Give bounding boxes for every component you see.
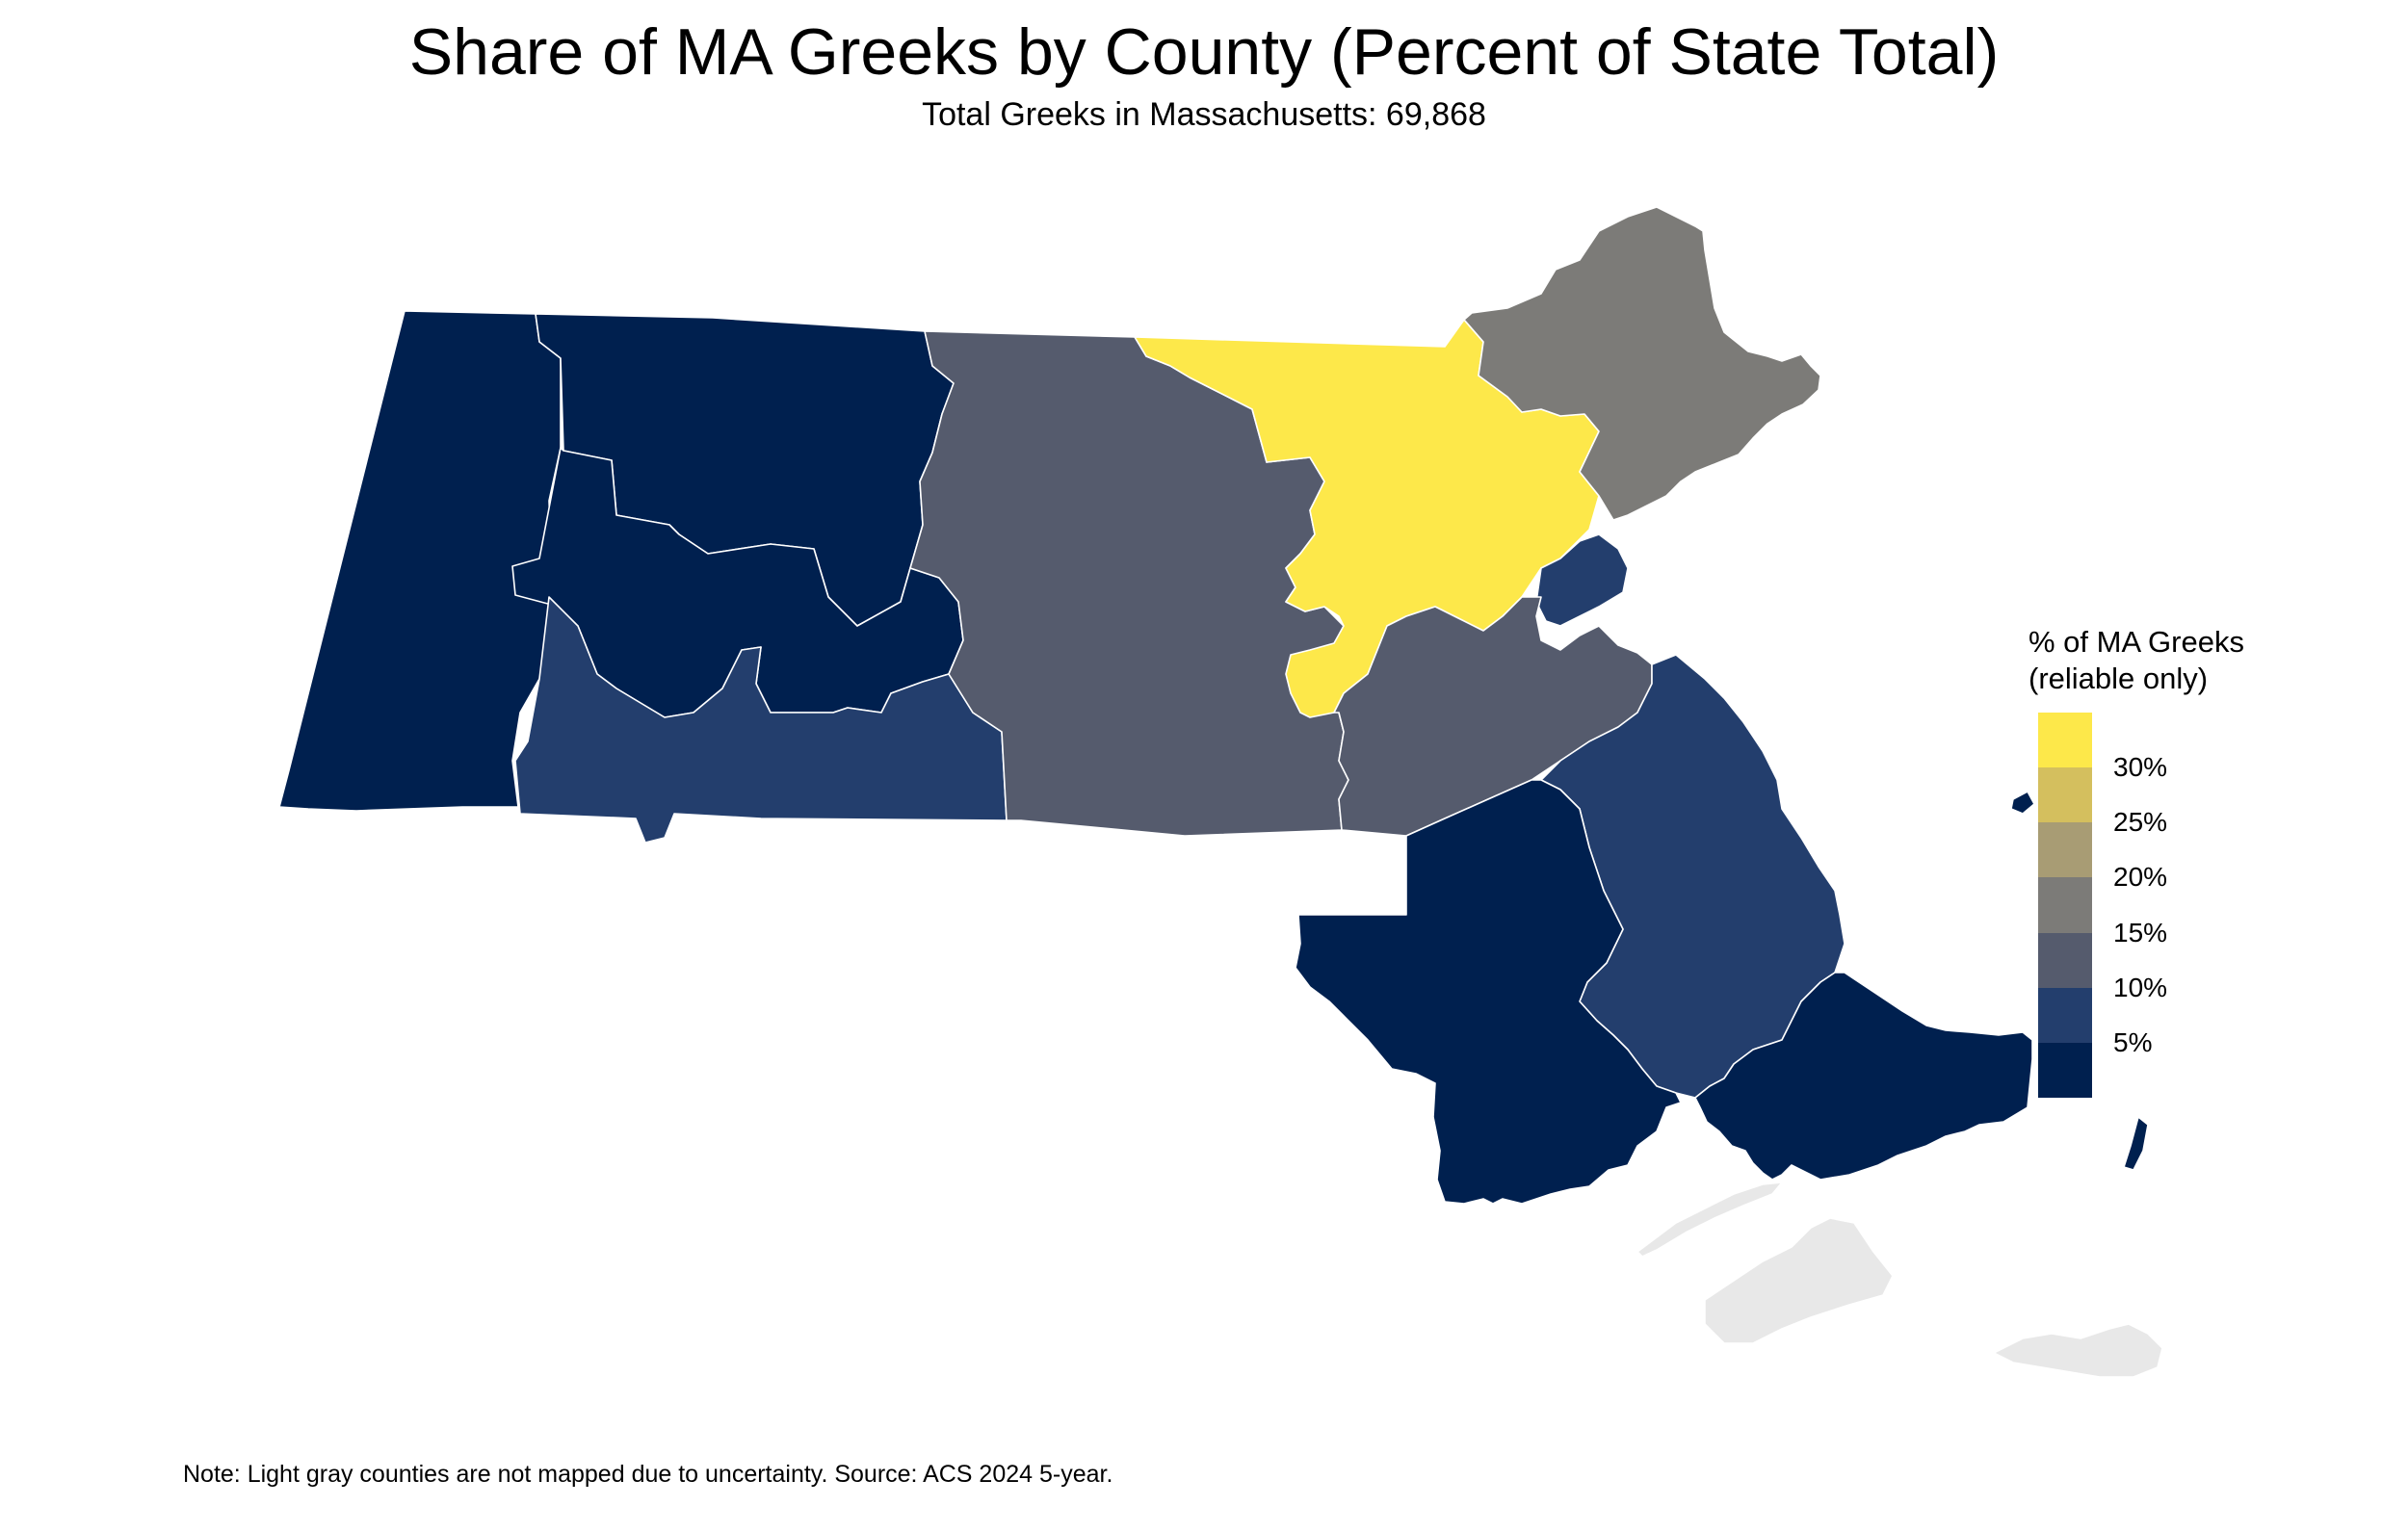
legend-title: % of MA Greeks (reliable only) (2028, 624, 2244, 697)
county-barnstable-outer-cape (2010, 791, 2035, 815)
legend-swatch (2038, 822, 2092, 878)
legend-swatch (2038, 1042, 2092, 1098)
county-dukes-elizabeth-islands (1636, 1181, 1783, 1258)
county-barnstable (1694, 972, 2033, 1181)
legend-swatch (2038, 877, 2092, 933)
county-essex (1463, 206, 1821, 521)
map-subtitle: Total Greeks in Massachusetts: 69,868 (922, 96, 1486, 133)
legend-tick-mark (2092, 1041, 2106, 1044)
legend-title-line1: % of MA Greeks (2028, 625, 2244, 659)
legend-swatch (2038, 932, 2092, 988)
county-hampden (514, 596, 1008, 844)
county-dukes (1704, 1217, 1894, 1344)
legend-colorbar (2038, 713, 2092, 1098)
legend-tick-label: 25% (2113, 807, 2168, 838)
source-note: Note: Light gray counties are not mapped… (183, 1461, 1113, 1488)
legend-tick-label: 10% (2113, 972, 2168, 1002)
legend-tick-label: 15% (2113, 917, 2168, 948)
county-barnstable-monomoy (2123, 1116, 2149, 1171)
map-title: Share of MA Greeks by County (Percent of… (408, 15, 2000, 89)
county-bristol (1295, 779, 1682, 1205)
legend-tick-mark (2092, 766, 2106, 769)
legend-tick-mark (2092, 821, 2106, 824)
legend-tick-mark (2092, 876, 2106, 879)
county-suffolk (1535, 533, 1629, 627)
legend-swatch (2038, 713, 2092, 768)
legend-tick-label: 5% (2113, 1026, 2153, 1057)
county-berkshire (278, 310, 562, 812)
legend-tick-mark (2092, 931, 2106, 934)
legend-tick-label: 30% (2113, 752, 2168, 783)
legend-tick-mark (2092, 986, 2106, 989)
county-nantucket (1993, 1323, 2163, 1378)
legend-swatch (2038, 767, 2092, 823)
legend-title-line2: (reliable only) (2028, 662, 2209, 695)
legend-swatch (2038, 987, 2092, 1043)
legend-tick-label: 20% (2113, 862, 2168, 893)
